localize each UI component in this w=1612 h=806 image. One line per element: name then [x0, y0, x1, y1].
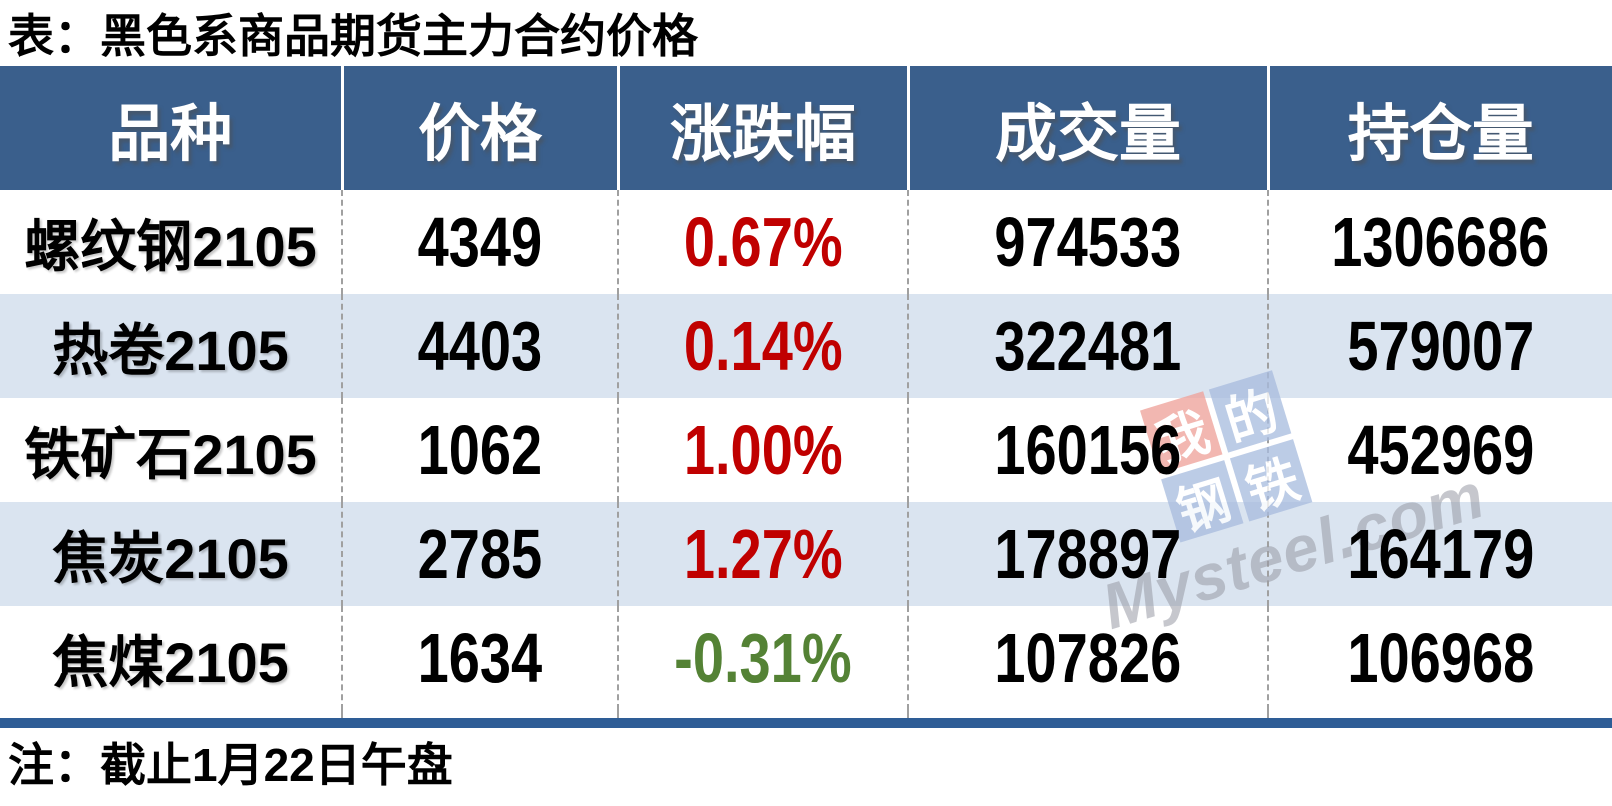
- change-cell: 1.27%: [617, 502, 908, 606]
- open-interest-cell: 106968: [1267, 606, 1612, 710]
- table-spacer-row: [0, 710, 1612, 718]
- change-cell: -0.31%: [617, 606, 908, 710]
- table-row: 螺纹钢2105 4349 0.67% 974533 1306686: [0, 190, 1612, 294]
- column-header-5: 持仓量: [1266, 66, 1612, 190]
- spacer-cell: [1267, 710, 1612, 718]
- open-interest-cell: 452969: [1267, 398, 1612, 502]
- variety-cell: 焦炭2105: [52, 526, 289, 590]
- price-cell: 4403: [341, 294, 618, 398]
- column-header-4: 成交量: [906, 66, 1268, 190]
- variety-cell: 热卷2105: [52, 318, 289, 382]
- spacer-cell: [341, 710, 618, 718]
- volume-cell: 322481: [907, 294, 1268, 398]
- change-cell: 1.00%: [617, 398, 908, 502]
- price-cell: 2785: [341, 502, 618, 606]
- column-header-1: 品种: [0, 66, 342, 190]
- change-cell: 0.67%: [617, 190, 908, 294]
- volume-cell: 178897: [907, 502, 1268, 606]
- open-interest-cell: 579007: [1267, 294, 1612, 398]
- volume-cell: 160156: [907, 398, 1268, 502]
- page-title: 表：黑色系商品期货主力合约价格: [8, 10, 698, 62]
- open-interest-cell: 164179: [1267, 502, 1612, 606]
- futures-price-table: 品种 价格 涨跌幅 成交量 持仓量 螺纹钢2105 4349 0.67% 974533 1306…: [0, 66, 1612, 718]
- divider-bar: [0, 718, 1612, 728]
- variety-cell: 焦煤2105: [52, 630, 289, 694]
- open-interest-cell: 1306686: [1267, 190, 1612, 294]
- volume-cell: 107826: [907, 606, 1268, 710]
- price-cell: 1634: [341, 606, 618, 710]
- table-row: 铁矿石2105 1062 1.00% 160156 452969: [0, 398, 1612, 502]
- table-row: 热卷2105 4403 0.14% 322481 579007: [0, 294, 1612, 398]
- column-header-2: 价格: [340, 66, 618, 190]
- price-cell: 1062: [341, 398, 618, 502]
- table-body: 螺纹钢2105 4349 0.67% 974533 1306686 热卷2105 4403 0…: [0, 190, 1612, 710]
- variety-cell: 铁矿石2105: [24, 422, 317, 486]
- page-note: 注：截止1月22日午盘: [8, 739, 453, 791]
- variety-cell: 螺纹钢2105: [24, 214, 317, 278]
- change-cell: 0.14%: [617, 294, 908, 398]
- spacer-cell: [0, 710, 342, 718]
- table-header-row: 品种 价格 涨跌幅 成交量 持仓量: [0, 66, 1612, 190]
- column-header-3: 涨跌幅: [616, 66, 908, 190]
- spacer-cell: [617, 710, 908, 718]
- price-cell: 4349: [341, 190, 618, 294]
- table-row: 焦煤2105 1634 -0.31% 107826 106968: [0, 606, 1612, 710]
- spacer-cell: [907, 710, 1268, 718]
- table-row: 焦炭2105 2785 1.27% 178897 164179: [0, 502, 1612, 606]
- volume-cell: 974533: [907, 190, 1268, 294]
